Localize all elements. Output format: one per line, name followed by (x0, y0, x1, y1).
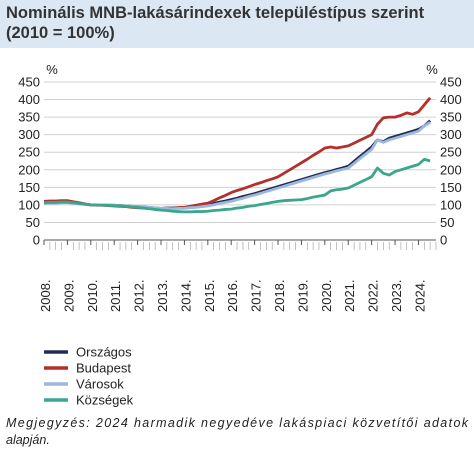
y2-tick-label: 100 (440, 197, 462, 212)
y-unit: % (46, 62, 58, 77)
x-tick-label: 2014. (178, 279, 193, 312)
y-tick-label: 450 (18, 75, 40, 90)
x-tick-label: 2019. (295, 279, 310, 312)
x-tick-label: 2023. (389, 279, 404, 312)
y2-tick-label: 0 (440, 233, 447, 248)
x-tick-label: 2016. (225, 279, 240, 312)
y2-tick-label: 300 (440, 127, 462, 142)
y2-tick-label: 200 (440, 162, 462, 177)
title-band (0, 0, 474, 48)
x-tick-label: 2011. (108, 280, 123, 312)
y2-tick-label: 150 (440, 180, 462, 195)
y-tick-label: 0 (33, 233, 40, 248)
y-tick-label: 100 (18, 197, 40, 212)
x-tick-label: 2013. (155, 279, 170, 312)
y-tick-label: 350 (18, 110, 40, 125)
note: alapján. (6, 433, 50, 447)
legend-label: Községek (76, 393, 134, 408)
y-tick-label: 250 (18, 145, 40, 160)
x-tick-label: 2018. (272, 279, 287, 312)
legend-label: Budapest (76, 361, 131, 376)
x-tick-label: 2008. (38, 279, 53, 312)
x-tick-label: 2015. (202, 279, 217, 312)
y-tick-label: 300 (18, 127, 40, 142)
x-tick-label: 2024. (412, 279, 427, 312)
x-tick-label: 2017. (249, 279, 264, 312)
x-tick-label: 2022. (366, 279, 381, 312)
y2-tick-label: 250 (440, 145, 462, 160)
legend-label: Országos (76, 345, 132, 360)
y2-tick-label: 350 (440, 110, 462, 125)
x-tick-label: 2020. (319, 279, 334, 312)
note: Megjegyzés: 2024 harmadik negyedéve laká… (6, 416, 469, 430)
y-tick-label: 150 (18, 180, 40, 195)
series-line (43, 157, 431, 214)
chart-title: Nominális MNB-lakásárindexek településtí… (6, 4, 425, 22)
series-line (43, 96, 432, 211)
chart-subtitle: (2010 = 100%) (6, 24, 115, 42)
y2-tick-label: 50 (440, 215, 454, 230)
y-tick-label: 50 (26, 215, 40, 230)
y-tick-label: 400 (18, 92, 40, 107)
y2-tick-label: 450 (440, 75, 462, 90)
legend-label: Városok (76, 377, 124, 392)
y2-unit: % (426, 62, 438, 77)
x-tick-label: 2009. (61, 279, 76, 312)
x-tick-label: 2012. (132, 279, 147, 312)
y-tick-label: 200 (18, 162, 40, 177)
x-tick-label: 2021. (342, 279, 357, 312)
x-tick-label: 2010. (85, 279, 100, 312)
y2-tick-label: 400 (440, 92, 462, 107)
